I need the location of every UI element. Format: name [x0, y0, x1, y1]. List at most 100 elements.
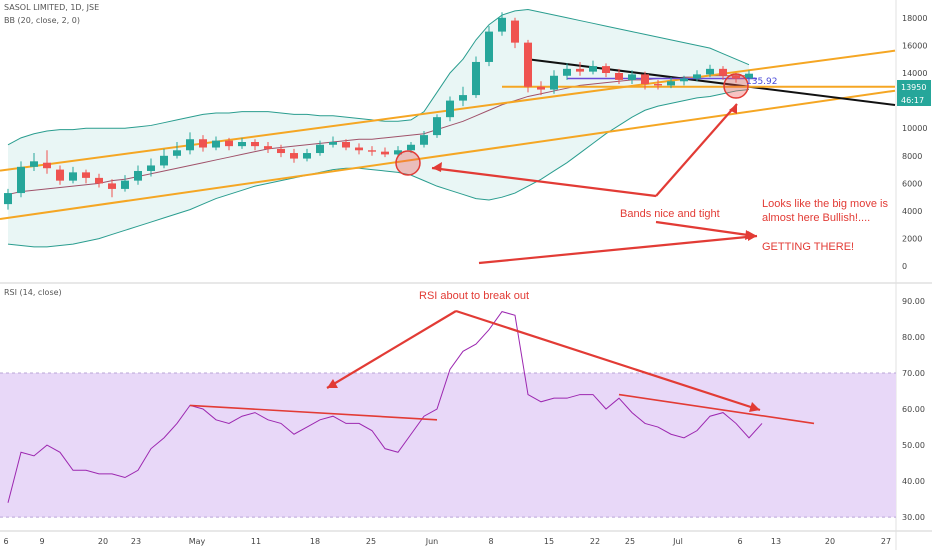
candle-body [693, 74, 701, 79]
time-axis-tick: 18 [310, 537, 320, 546]
candle-body [316, 144, 324, 154]
rsi-trendline-rsi-support [189, 404, 438, 421]
candle-body [368, 150, 376, 152]
price-axis-tick: 2000 [902, 235, 922, 244]
candle-body [719, 68, 727, 76]
candle-body [394, 150, 402, 155]
time-axis-tick: 23 [131, 537, 141, 546]
rsi-axis-tick: 50.00 [902, 441, 925, 450]
arrow-rsi-left[interactable] [326, 310, 457, 389]
time-axis-tick: 9 [39, 537, 44, 546]
rsi-axis-tick: 30.00 [902, 513, 925, 522]
arrow-rsi-right[interactable] [455, 309, 761, 412]
candle-body [602, 66, 610, 73]
candle-body [381, 151, 389, 155]
arrow-getting-there[interactable] [478, 234, 758, 265]
candle-body [108, 183, 116, 189]
highlight-circle-breakout[interactable] [395, 150, 421, 176]
candle-body [407, 144, 415, 151]
candle-body [121, 180, 129, 189]
price-axis-tick: 0 [902, 262, 907, 271]
rsi-indicator-label[interactable]: RSI (14, close) [4, 288, 62, 297]
candle-body [82, 172, 90, 178]
bb-basis-line [7, 75, 749, 195]
candle-body [667, 81, 675, 86]
arrow-to-current[interactable] [655, 103, 738, 197]
candle-body [329, 142, 337, 145]
candle-body [17, 166, 25, 194]
candle-body [459, 95, 467, 101]
candle-body [511, 20, 519, 43]
candle-body [745, 73, 753, 79]
candle-body [498, 17, 506, 32]
price-axis-tick: 10000 [902, 124, 927, 133]
time-axis-tick: 11 [251, 537, 261, 546]
candle-body [95, 177, 103, 184]
candle-body [56, 169, 64, 181]
price-near-label: 135.92 [746, 77, 778, 87]
price-badge-last-bg [897, 80, 931, 93]
candle-body [563, 68, 571, 76]
candle-body [706, 68, 714, 75]
time-axis-tick: 20 [825, 537, 835, 546]
bb-indicator-label[interactable]: BB (20, close, 2, 0) [4, 16, 80, 25]
candle-body [628, 74, 636, 80]
time-axis-tick: 22 [590, 537, 600, 546]
symbol-label[interactable]: SASOL LIMITED, 1D, JSE [4, 3, 99, 12]
price-axis-tick: 4000 [902, 207, 922, 216]
annotation-bullish-line1: Looks like the big move is [762, 198, 888, 210]
time-axis-tick: 25 [366, 537, 376, 546]
arrow-head-getting-there [748, 231, 757, 241]
arrow-bands-to-note[interactable] [655, 220, 756, 238]
candle-body [732, 75, 740, 79]
candle-body [30, 161, 38, 167]
annotation-bullish-line2: almost here Bullish!.... [762, 212, 870, 224]
time-axis-tick: Jul [672, 537, 683, 546]
candle-body [173, 150, 181, 156]
candle-body [147, 165, 155, 171]
rsi-axis-tick: 80.00 [902, 333, 925, 342]
candle-body [43, 162, 51, 169]
candle-body [290, 153, 298, 159]
candles [4, 12, 753, 210]
time-axis-tick: 6 [737, 537, 742, 546]
highlight-circle-current[interactable] [723, 73, 749, 99]
countdown-badge-bg [897, 93, 931, 106]
candle-body [472, 61, 480, 96]
candle-body [212, 140, 220, 148]
candle-body [576, 68, 584, 72]
candle-body [342, 142, 350, 148]
candle-body [225, 140, 233, 147]
candle-body [589, 66, 597, 72]
time-axis-tick: 15 [544, 537, 554, 546]
rsi-axis-tick: 70.00 [902, 369, 925, 378]
arrow-head-current [729, 104, 737, 114]
price-axis-tick: 6000 [902, 179, 922, 188]
candle-body [199, 139, 207, 148]
rsi-trendline-rsi-resistance [618, 393, 815, 425]
candle-body [251, 142, 259, 147]
rsi-axis-tick: 40.00 [902, 477, 925, 486]
rsi-series [7, 311, 815, 503]
price-badge-last: 13950 [901, 83, 926, 92]
candle-body [420, 135, 428, 145]
arrow-to-breakout[interactable] [431, 166, 657, 198]
rsi-band [0, 372, 896, 518]
arrow-head-breakout [432, 162, 442, 172]
candle-body [680, 78, 688, 82]
time-axis-tick: 27 [881, 537, 891, 546]
candle-body [446, 100, 454, 118]
annotation-arrows[interactable] [326, 103, 761, 412]
candle-body [550, 75, 558, 90]
candle-body [69, 172, 77, 181]
candle-body [537, 86, 545, 90]
candle-body [641, 74, 649, 85]
time-axis-tick: 6 [3, 537, 8, 546]
candle-body [264, 146, 272, 149]
price-axis-tick: 18000 [902, 14, 927, 23]
candle-body [654, 84, 662, 86]
candle-body [485, 31, 493, 62]
candle-body [277, 148, 285, 154]
annotation-getting-there: GETTING THERE! [762, 241, 854, 253]
